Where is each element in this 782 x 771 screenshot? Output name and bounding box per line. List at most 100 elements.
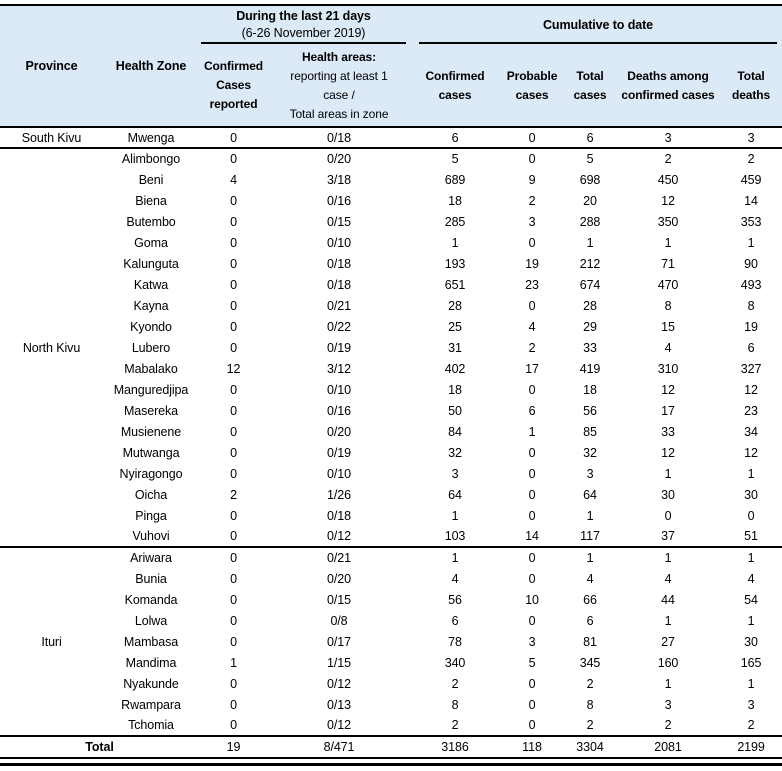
zone-row: Lubero 0 0/19 31 2 33 4 6 (0, 337, 782, 358)
cell-confirmed-cases-reported: 2 (230, 487, 237, 502)
cell-total-deaths: 2 (747, 718, 755, 732)
total-cell-confirmed-cases-reported: 19 (199, 735, 268, 759)
cell-health-zone: Masereka (123, 403, 179, 418)
cell-health-areas-reporting: 1/15 (327, 655, 351, 670)
cell-health-areas-reporting: 0/19 (327, 445, 351, 460)
cell-deaths-among-confirmed: 1 (664, 235, 672, 250)
cell-total-deaths: 34 (744, 424, 758, 439)
cell-deaths-among-confirmed: 12 (661, 445, 675, 460)
cell-probable-cases: 23 (525, 277, 539, 292)
table-body: South Kivu Mwenga 0 0/18 6 0 6 3 3 North Kivu Alim… (0, 127, 782, 759)
cell-confirmed-cases-cumulative: 64 (448, 487, 462, 502)
cell-total-cases: 6 (586, 130, 594, 145)
col-group-last-21-days: During the last 21 days (6-26 November 2… (199, 5, 410, 45)
cell-confirmed-cases-reported: 12 (226, 361, 241, 376)
cell-total-deaths: 12 (744, 445, 758, 460)
cell-probable-cases: 0 (528, 676, 536, 691)
cell-health-zone: Musienene (120, 424, 182, 439)
zone-row: South Kivu Mwenga 0 0/18 6 0 6 3 3 (0, 127, 782, 148)
health-areas-sub3: Total areas in zone (289, 106, 389, 121)
cell-probable-cases: 6 (528, 403, 536, 418)
cell-probable-cases: 0 (528, 487, 536, 502)
cell-health-areas-reporting: 0/16 (327, 403, 351, 418)
cell-total-deaths: 3 (747, 697, 755, 712)
cell-health-zone: Lubero (131, 340, 171, 355)
zone-row: Mandima 1 1/15 340 5 345 160 165 (0, 652, 782, 673)
col-header-probable-cases: Probable cases (500, 45, 564, 128)
cell-deaths-among-confirmed: 310 (657, 361, 679, 376)
cell-probable-cases: 0 (528, 697, 536, 712)
cell-health-areas-reporting: 0/12 (327, 718, 351, 732)
cell-deaths-among-confirmed: 4 (664, 571, 672, 586)
cell-confirmed-cases-cumulative: 402 (444, 361, 466, 376)
cell-confirmed-cases-cumulative: 28 (448, 298, 462, 313)
cell-deaths-among-confirmed: 160 (657, 655, 679, 670)
cell-probable-cases: 0 (528, 466, 536, 481)
cumulative-group-title: Cumulative to date (543, 17, 654, 32)
cell-confirmed-cases-reported: 0 (230, 529, 237, 543)
cell-health-areas-reporting: 0/12 (327, 529, 351, 543)
cell-health-areas-reporting: 0/19 (327, 340, 351, 355)
cell-total-deaths: 54 (744, 592, 758, 607)
cell-total-cases: 288 (579, 214, 601, 229)
cell-confirmed-cases-cumulative: 689 (444, 172, 466, 187)
cell-probable-cases: 5 (528, 655, 536, 670)
cell-health-areas-reporting: 0/20 (268, 147, 410, 169)
total-cell-confirmed-cases-cumulative: 3186 (410, 735, 500, 759)
zone-row: Katwa 0 0/18 651 23 674 470 493 (0, 274, 782, 295)
cell-confirmed-cases-cumulative: 2 (451, 676, 459, 691)
cell-confirmed-cases-cumulative: 4 (451, 571, 459, 586)
cell-confirmed-cases-cumulative: 340 (444, 655, 466, 670)
health-areas-sub1: reporting at least 1 (290, 68, 388, 83)
zone-row: Mabalako 12 3/12 402 17 419 310 327 (0, 358, 782, 379)
total-label: Total (0, 735, 199, 759)
cell-total-cases: 28 (583, 298, 597, 313)
cell-total-cases: 3 (586, 466, 594, 481)
zone-row: Komanda 0 0/15 56 10 66 44 54 (0, 589, 782, 610)
cell-confirmed-cases-cumulative: 50 (448, 403, 462, 418)
cell-probable-cases: 0 (500, 546, 564, 568)
cell-total-cases: 1 (586, 508, 594, 523)
cell-confirmed-cases-reported: 0 (230, 445, 237, 460)
cell-health-areas-reporting: 0/16 (327, 193, 351, 208)
cell-health-areas-reporting: 0/18 (327, 277, 351, 292)
col-header-health-zone: Health Zone (103, 5, 199, 128)
cell-confirmed-cases-reported: 0 (230, 613, 237, 628)
cell-total-cases: 117 (580, 529, 600, 543)
period-group-title: During the last 21 days (236, 9, 371, 23)
cell-total-deaths: 0 (747, 508, 755, 523)
cell-total-cases: 419 (579, 361, 601, 376)
cell-health-areas-reporting: 0/22 (327, 319, 351, 334)
zone-row: Biena 0 0/16 18 2 20 12 14 (0, 190, 782, 211)
cell-confirmed-cases-reported: 0 (199, 546, 268, 568)
cell-health-zone: Rwampara (121, 697, 181, 712)
cell-health-areas-reporting: 0/10 (327, 235, 351, 250)
cell-probable-cases: 1 (528, 424, 536, 439)
cell-health-areas-reporting: 1/26 (327, 487, 351, 502)
zone-row: Rwampara 0 0/13 8 0 8 3 3 (0, 694, 782, 715)
cell-deaths-among-confirmed: 350 (657, 214, 679, 229)
cell-total-deaths: 30 (744, 487, 758, 502)
cell-deaths-among-confirmed: 27 (661, 634, 675, 649)
cell-probable-cases: 0 (528, 613, 536, 628)
cell-deaths-among-confirmed: 1 (664, 676, 672, 691)
cell-total-deaths: 1 (747, 466, 755, 481)
cell-deaths-among-confirmed: 17 (661, 403, 675, 418)
total-cell-total-deaths: 2199 (720, 735, 782, 759)
cell-total-cases: 1 (586, 235, 594, 250)
cell-total-deaths: 14 (744, 193, 758, 208)
cell-total-cases: 2 (586, 676, 594, 691)
cell-health-zone: Alimbongo (103, 147, 199, 169)
cell-confirmed-cases-reported: 0 (230, 319, 237, 334)
cell-probable-cases: 0 (528, 445, 536, 460)
cell-confirmed-cases-reported: 0 (230, 298, 237, 313)
cell-total-cases: 674 (579, 277, 601, 292)
cumulative-group-box: Cumulative to date (419, 8, 778, 44)
cell-confirmed-cases-reported: 0 (230, 235, 237, 250)
cell-health-areas-reporting: 0/13 (327, 697, 351, 712)
zone-row: Kayna 0 0/21 28 0 28 8 8 (0, 295, 782, 316)
health-areas-sub2: case / (323, 87, 355, 102)
zone-row: Butembo 0 0/15 285 3 288 350 353 (0, 211, 782, 232)
cell-total-deaths: 51 (744, 529, 758, 543)
cell-total-deaths: 90 (744, 256, 758, 271)
